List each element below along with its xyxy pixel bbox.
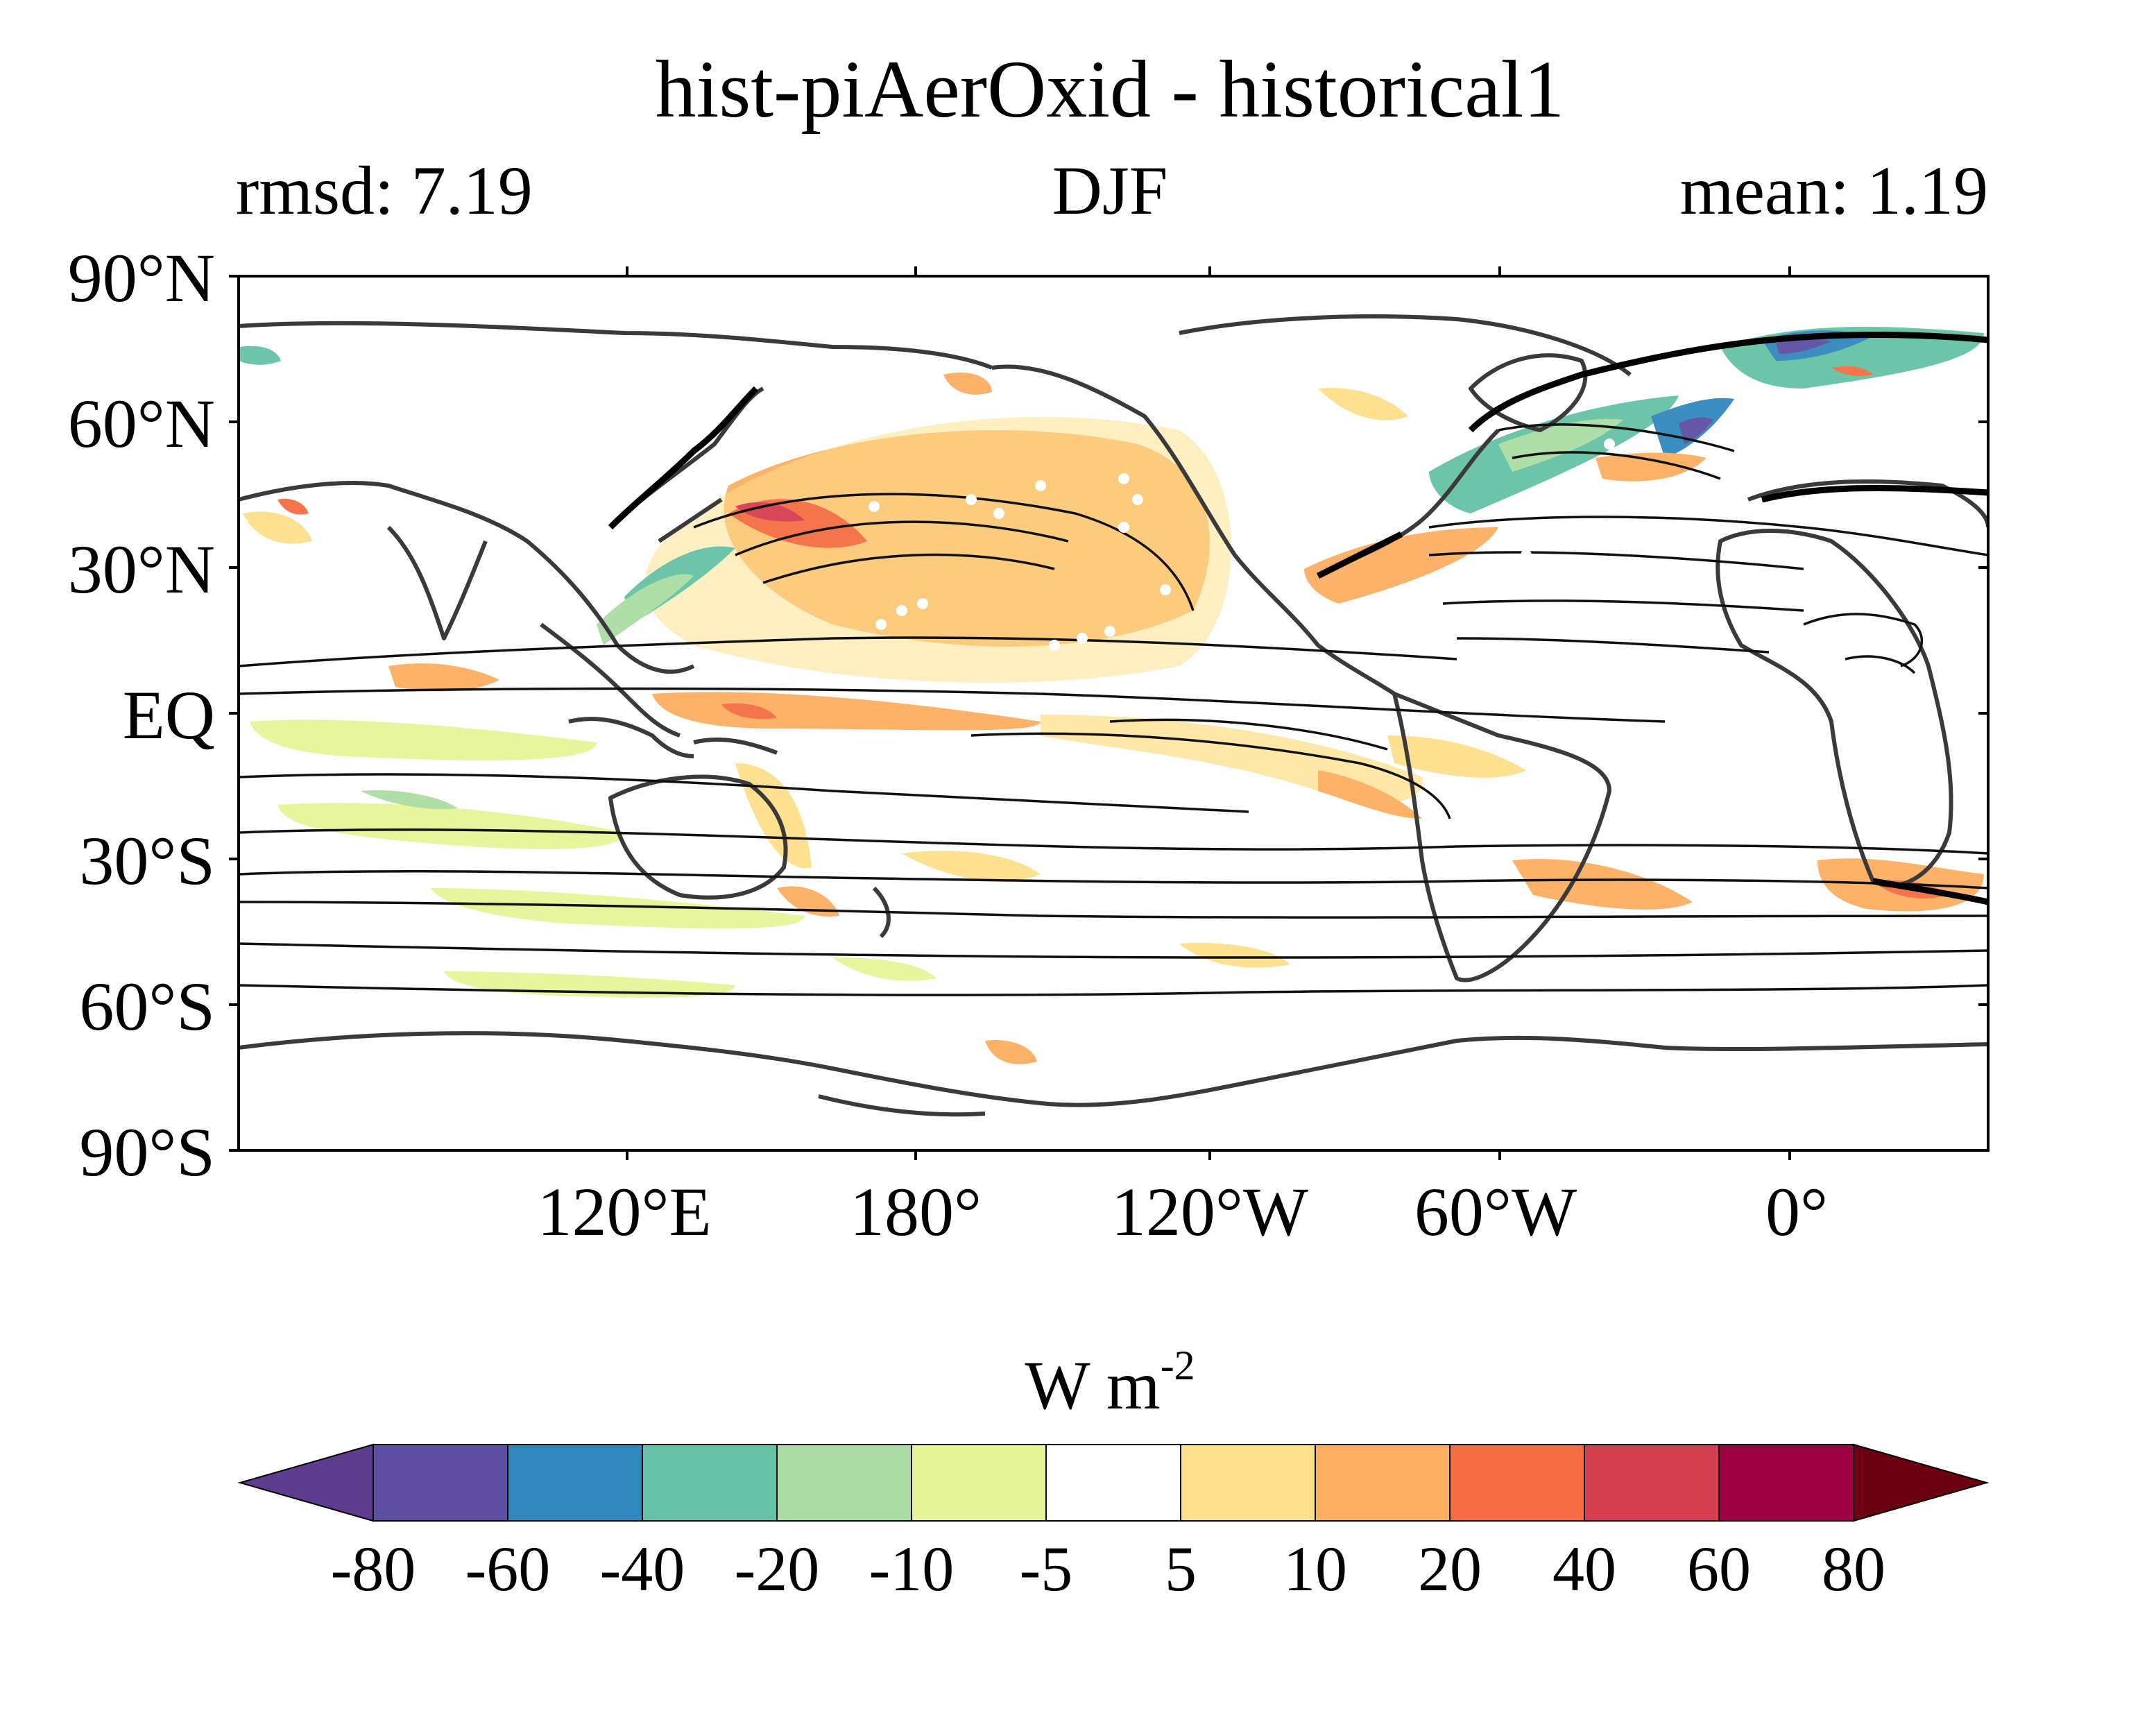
colorbar-swatch xyxy=(911,1444,1047,1522)
colorbar-swatch xyxy=(776,1444,912,1522)
coastlines xyxy=(239,314,1988,1117)
colorbar-swatch xyxy=(373,1444,508,1522)
colorbar-tick-label: -20 xyxy=(735,1533,820,1604)
rmsd-label: rmsd: 7.19 xyxy=(236,152,533,229)
colorbar-tick-label: -60 xyxy=(465,1533,551,1604)
colorbar-unit: W m-2 xyxy=(1025,1343,1195,1424)
lat-label-30s: 30°S xyxy=(79,822,215,899)
lat-label-30n: 30°N xyxy=(68,531,215,608)
colorbar-swatch xyxy=(1045,1444,1181,1522)
colorbar: -80 -60 -40 -20 -10 -5 5 10 20 40 60 80 xyxy=(237,1443,1990,1604)
lat-label-60n: 60°N xyxy=(68,385,215,462)
colorbar-swatch xyxy=(1584,1444,1720,1522)
lat-label-90n: 90°N xyxy=(68,239,215,316)
colorbar-tick-label: -5 xyxy=(1020,1533,1073,1604)
colorbar-swatch xyxy=(1718,1444,1854,1522)
mean-label: mean: 1.19 xyxy=(1680,152,1988,229)
lon-label-60w: 60°W xyxy=(1414,1173,1577,1250)
climatology-contours xyxy=(239,423,1988,996)
colorbar-swatch xyxy=(1180,1444,1316,1522)
colorbar-tick-label: 80 xyxy=(1822,1533,1885,1604)
lat-label-90s: 90°S xyxy=(79,1114,215,1191)
colorbar-tick-label: -10 xyxy=(869,1533,955,1604)
lat-axis xyxy=(229,275,1988,1152)
lon-axis xyxy=(626,266,1791,1160)
colorbar-tick-label: 5 xyxy=(1165,1533,1197,1604)
colorbar-tick-label: 60 xyxy=(1687,1533,1751,1604)
map-panel xyxy=(239,276,1988,1150)
lon-label-0: 0° xyxy=(1765,1173,1828,1250)
colorbar-high-extension xyxy=(1853,1443,1990,1522)
colorbar-unit-exponent: -2 xyxy=(1161,1343,1195,1388)
colorbar-swatch xyxy=(1315,1444,1451,1522)
colorbar-tick-label: -80 xyxy=(331,1533,416,1604)
bold-contours xyxy=(608,332,1988,905)
lon-label-120w: 120°W xyxy=(1111,1173,1309,1250)
colorbar-tick-label: 40 xyxy=(1552,1533,1616,1604)
colorbar-swatch xyxy=(642,1444,778,1522)
season-label: DJF xyxy=(1052,152,1168,229)
lat-label-60s: 60°S xyxy=(79,968,215,1045)
colorbar-swatch xyxy=(1449,1444,1585,1522)
lon-label-120e: 120°E xyxy=(537,1173,711,1250)
colorbar-tick-label: 10 xyxy=(1283,1533,1347,1604)
plot-title: hist-piAerOxid - historical1 xyxy=(656,44,1565,135)
significance-stippling xyxy=(869,438,1698,651)
lat-label-eq: EQ xyxy=(123,676,215,753)
colorbar-tick-label: 20 xyxy=(1418,1533,1482,1604)
colorbar-tick-label: -40 xyxy=(600,1533,685,1604)
colorbar-low-extension xyxy=(237,1443,374,1522)
lon-label-180: 180° xyxy=(850,1173,982,1250)
colorbar-swatch xyxy=(507,1444,643,1522)
